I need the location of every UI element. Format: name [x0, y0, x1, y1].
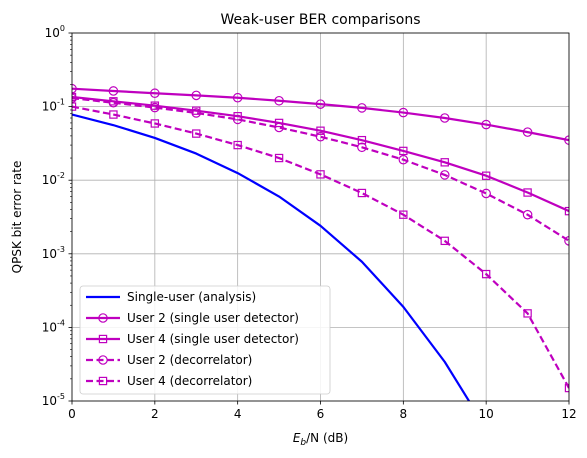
- data-point: [232, 92, 243, 103]
- data-point: [233, 140, 242, 150]
- data-point: [108, 86, 119, 96]
- data-point: [191, 108, 202, 118]
- x-tick-label: 6: [317, 407, 325, 421]
- data-point: [398, 107, 409, 118]
- legend-entry-user-2-decorrelator: User 2 (decorrelator): [86, 353, 252, 367]
- data-point: [522, 127, 533, 137]
- series-user-2-single-user-detector: [72, 83, 569, 145]
- data-point: [274, 118, 284, 128]
- data-point: [315, 131, 326, 142]
- legend-label: User 4 (single user detector): [127, 332, 299, 346]
- legend-marker: [98, 334, 108, 344]
- data-point: [316, 170, 325, 179]
- legend-entry-user-4-decorrelator: User 4 (decorrelator): [86, 374, 252, 388]
- series-user-4-single-user-detector: [72, 92, 569, 216]
- data-point: [439, 113, 450, 123]
- legend-entry-user-2-single-user-detector: User 2 (single user detector): [86, 311, 299, 325]
- data-point: [522, 209, 533, 220]
- legend-marker: [98, 355, 108, 365]
- x-axis-label: Eb/N (dB): [293, 431, 348, 448]
- data-point: [440, 158, 449, 167]
- y-tick-label: 10-2: [42, 171, 65, 187]
- data-point: [191, 90, 202, 101]
- x-tick-label: 2: [151, 407, 159, 421]
- y-axis-label: QPSK bit error rate: [10, 161, 24, 274]
- x-axis-label-rest: /N (dB): [306, 431, 348, 445]
- legend-label: User 2 (single user detector): [127, 311, 299, 325]
- x-tick-label: 8: [400, 407, 408, 421]
- data-point: [357, 135, 367, 145]
- plot-lines: [72, 83, 569, 401]
- y-tick-label: 100: [45, 24, 65, 40]
- data-point: [316, 126, 325, 135]
- legend-box: [79, 285, 331, 395]
- data-point: [274, 95, 284, 106]
- y-tick-label: 10-3: [42, 245, 65, 261]
- data-point: [481, 171, 491, 180]
- legend-marker: [98, 313, 108, 323]
- data-point: [481, 119, 491, 130]
- legend-label: User 4 (decorrelator): [127, 374, 252, 388]
- x-axis-label-subscript: b: [300, 438, 306, 448]
- data-point: [523, 188, 532, 197]
- data-point: [439, 170, 450, 180]
- y-tick-label: 10-5: [42, 392, 65, 408]
- data-point: [357, 103, 367, 113]
- y-tick-label: 10-4: [42, 318, 65, 334]
- data-point: [274, 153, 284, 163]
- legend-entry-user-4-single-user-detector: User 4 (single user detector): [86, 332, 299, 346]
- y-tick-label: 10-1: [42, 98, 65, 114]
- series-line: [72, 87, 569, 142]
- x-axis-label-main: E: [293, 431, 301, 445]
- data-point: [109, 110, 118, 119]
- legend: Single-user (analysis) User 2 (single use…: [79, 285, 331, 395]
- x-tick-label: 4: [234, 407, 242, 421]
- series-line: [72, 105, 569, 389]
- x-tick-label: 12: [561, 407, 576, 421]
- chart-title: Weak-user BER comparisons: [220, 12, 420, 28]
- data-point: [398, 154, 409, 165]
- data-point: [564, 383, 569, 393]
- x-tick-label: 0: [68, 407, 76, 421]
- data-point: [108, 97, 119, 108]
- data-point: [315, 99, 326, 109]
- data-point: [523, 309, 532, 318]
- data-point: [357, 188, 367, 198]
- legend-label: User 2 (decorrelator): [127, 353, 252, 367]
- data-point: [440, 236, 449, 246]
- series-line: [72, 95, 569, 213]
- data-point: [481, 188, 491, 199]
- axis-ticks: 0 2 4 6 8 10 12 10-5 10-4 10-3 10-2 10-1 100: [42, 24, 577, 421]
- data-point: [564, 206, 569, 216]
- data-point: [233, 112, 242, 121]
- data-point: [150, 88, 160, 99]
- data-point: [399, 210, 408, 219]
- legend-marker: [98, 376, 108, 386]
- data-point: [481, 269, 491, 279]
- data-point: [150, 119, 160, 128]
- data-point: [274, 122, 284, 133]
- series-line: [72, 113, 471, 401]
- legend-label: Single-user (analysis): [127, 290, 256, 304]
- data-point: [150, 102, 160, 113]
- x-tick-label: 10: [479, 407, 494, 421]
- legend-entry-single-user-analysis: Single-user (analysis): [86, 290, 256, 304]
- data-point: [192, 129, 201, 138]
- data-point: [232, 114, 243, 125]
- series-single-user-analysis: [72, 113, 471, 401]
- data-point: [399, 146, 408, 156]
- data-point: [357, 142, 367, 153]
